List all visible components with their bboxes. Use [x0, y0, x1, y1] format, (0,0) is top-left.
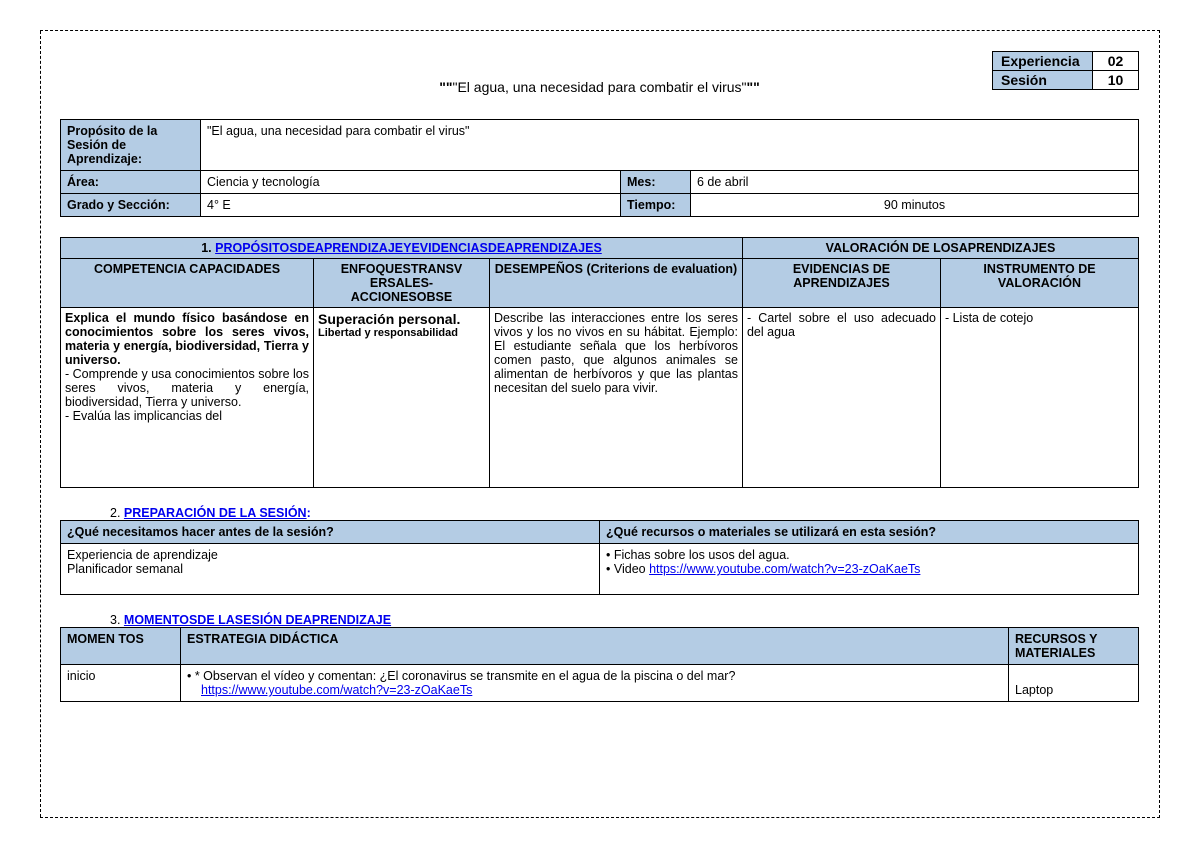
section2-heading-link[interactable]: PREPARACIÓN DE LA SESIÓN: [124, 506, 307, 520]
s3-row1-col2: • * Observan el vídeo y comentan: ¿El co…: [181, 665, 1009, 702]
s3-col1-header: MOMEN TOS: [61, 628, 181, 665]
section2-heading: 2. PREPARACIÓN DE LA SESIÓN:: [110, 506, 1139, 520]
section1-num: 1.: [201, 241, 211, 255]
s2-a2: • Fichas sobre los usos del agua. • Vide…: [600, 544, 1139, 595]
s2-a2-link[interactable]: https://www.youtube.com/watch?v=23-zOaKa…: [649, 562, 920, 576]
s1-col4-body: - Cartel sobre el uso adecuado del agua: [742, 308, 940, 488]
s1-col3-header: DESEMPEÑOS (Criterions de evaluation): [489, 259, 742, 308]
s2-a1-l1: Experiencia de aprendizaje: [67, 548, 593, 562]
s2-a2-l1: • Fichas sobre los usos del agua.: [606, 548, 1132, 562]
s1-col1-b2: - Evalúa las implicancias del: [65, 409, 309, 423]
sesion-label: Sesión: [993, 71, 1093, 90]
s1-col1-b1: - Comprende y usa conocimientos sobre lo…: [65, 367, 309, 409]
s2-a2-prefix: • Video: [606, 562, 649, 576]
s1-col1-bold: Explica el mundo físico basándose en con…: [65, 311, 309, 367]
experiencia-label: Experiencia: [993, 52, 1093, 71]
purpose-table: Propósito de la Sesión de Aprendizaje: "…: [60, 119, 1139, 217]
section1-heading-cell: 1. PROPÓSITOSDEAPRENDIZAJEYEVIDENCIASDEA…: [61, 238, 743, 259]
title-text: "El agua, una necesidad para combatir el…: [453, 79, 747, 95]
s3-row1-col2-text: • * Observan el vídeo y comentan: ¿El co…: [187, 669, 1002, 683]
section2-table: ¿Qué necesitamos hacer antes de la sesió…: [60, 520, 1139, 595]
s1-col5-header: INSTRUMENTO DE VALORACIÓN: [940, 259, 1138, 308]
tiempo-value: 90 minutos: [691, 194, 1139, 217]
s1-col2-header: ENFOQUESTRANSV ERSALES- ACCIONESOBSE: [314, 259, 490, 308]
s1-col5-body: - Lista de cotejo: [940, 308, 1138, 488]
area-label: Área:: [61, 171, 201, 194]
s3-row1-col3-text: Laptop: [1015, 683, 1132, 697]
s2-q2: ¿Qué recursos o materiales se utilizará …: [600, 521, 1139, 544]
section1-table: 1. PROPÓSITOSDEAPRENDIZAJEYEVIDENCIASDEA…: [60, 237, 1139, 488]
s2-a1: Experiencia de aprendizaje Planificador …: [61, 544, 600, 595]
tiempo-label: Tiempo:: [621, 194, 691, 217]
s1-col4-header: EVIDENCIAS DE APRENDIZAJES: [742, 259, 940, 308]
section1-heading-link[interactable]: PROPÓSITOSDEAPRENDIZAJEYEVIDENCIASDEAPRE…: [215, 241, 602, 255]
s3-col3-header: RECURSOS Y MATERIALES: [1009, 628, 1139, 665]
s3-row1-col3: Laptop: [1009, 665, 1139, 702]
valoracion-header: VALORACIÓN DE LOSAPRENDIZAJES: [742, 238, 1138, 259]
s1-col1-header: COMPETENCIA CAPACIDADES: [61, 259, 314, 308]
experiencia-value: 02: [1093, 52, 1139, 71]
sesion-value: 10: [1093, 71, 1139, 90]
section3-heading-link[interactable]: MOMENTOSDE LASESIÓN DEAPRENDIZAJE: [124, 613, 391, 627]
s1-col1-body: Explica el mundo físico basándose en con…: [61, 308, 314, 488]
quote-close: "": [747, 79, 760, 95]
proposito-value: "El agua, una necesidad para combatir el…: [201, 120, 1139, 171]
section3-num: 3.: [110, 613, 120, 627]
s2-q1: ¿Qué necesitamos hacer antes de la sesió…: [61, 521, 600, 544]
section3-heading: 3. MOMENTOSDE LASESIÓN DEAPRENDIZAJE: [110, 613, 1139, 627]
s3-row1-col1: inicio: [61, 665, 181, 702]
page-frame: Experiencia 02 Sesión 10 """El agua, una…: [40, 30, 1160, 818]
quote-open: "": [439, 79, 452, 95]
section3-table: MOMEN TOS ESTRATEGIA DIDÁCTICA RECURSOS …: [60, 627, 1139, 702]
s3-col2-header: ESTRATEGIA DIDÁCTICA: [181, 628, 1009, 665]
document-title: """El agua, una necesidad para combatir …: [60, 79, 1139, 95]
proposito-label: Propósito de la Sesión de Aprendizaje:: [61, 120, 201, 171]
s2-a1-l2: Planificador semanal: [67, 562, 593, 576]
grado-value: 4° E: [201, 194, 621, 217]
mes-label: Mes:: [621, 171, 691, 194]
s1-col2-b2: Libertad y responsabilidad: [318, 327, 485, 339]
meta-table: Experiencia 02 Sesión 10: [992, 51, 1139, 90]
mes-value: 6 de abril: [691, 171, 1139, 194]
section2-num: 2.: [110, 506, 120, 520]
s3-row1-col2-link[interactable]: https://www.youtube.com/watch?v=23-zOaKa…: [201, 683, 472, 697]
grado-label: Grado y Sección:: [61, 194, 201, 217]
s1-col3-body: Describe las interacciones entre los ser…: [489, 308, 742, 488]
s1-col2-b1: Superación personal.: [318, 311, 485, 327]
s1-col2-body: Superación personal. Libertad y responsa…: [314, 308, 490, 488]
area-value: Ciencia y tecnología: [201, 171, 621, 194]
